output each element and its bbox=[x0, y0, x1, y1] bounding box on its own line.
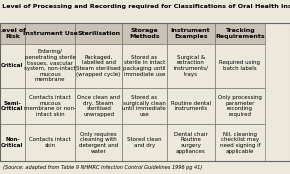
Bar bbox=[75, 88, 122, 124]
Text: Non-
Critical: Non- Critical bbox=[1, 137, 23, 148]
Bar bbox=[167, 88, 215, 124]
Bar bbox=[0, 88, 25, 124]
Text: Level of
Risk: Level of Risk bbox=[0, 28, 26, 39]
Bar bbox=[122, 23, 167, 44]
Bar bbox=[215, 88, 265, 124]
Text: Stored as
surgically clean
until immediate
use: Stored as surgically clean until immedia… bbox=[122, 95, 166, 117]
Text: Table 3.1: Level of Processing and Recording required for Classifications of Ora: Table 3.1: Level of Processing and Recor… bbox=[0, 4, 290, 9]
Text: Storage
Methods: Storage Methods bbox=[129, 28, 160, 39]
Bar bbox=[215, 44, 265, 88]
Text: Dental chair
Routine
surgery
appliances: Dental chair Routine surgery appliances bbox=[174, 132, 208, 154]
Bar bbox=[0, 124, 25, 161]
Text: Contacts intact
mucous
membrane or non-
intact skin: Contacts intact mucous membrane or non- … bbox=[24, 95, 76, 117]
Text: Only requires
cleaning with
detergent and
water: Only requires cleaning with detergent an… bbox=[79, 132, 118, 154]
Bar bbox=[75, 23, 122, 44]
Bar bbox=[25, 23, 75, 44]
Bar bbox=[167, 23, 215, 44]
Text: Surgical &
extraction
instruments/
trays: Surgical & extraction instruments/ trays bbox=[173, 55, 208, 77]
Text: Stored as
sterile in intact
packaging until
immediate use: Stored as sterile in intact packaging un… bbox=[123, 55, 166, 77]
Text: Instrument
Examples: Instrument Examples bbox=[171, 28, 211, 39]
Text: Packaged,
labelled and
Steam sterilised
(wrapped cycle): Packaged, labelled and Steam sterilised … bbox=[76, 55, 121, 77]
Bar bbox=[167, 44, 215, 88]
Bar bbox=[167, 124, 215, 161]
Text: Tracking
Requirements: Tracking Requirements bbox=[215, 28, 265, 39]
Bar bbox=[122, 88, 167, 124]
Text: (Source: adapted from Table 9 NHMRC Infection Control Guidelines 1996 pg 41): (Source: adapted from Table 9 NHMRC Infe… bbox=[3, 165, 202, 170]
Text: Stored clean
and dry: Stored clean and dry bbox=[127, 137, 162, 148]
Text: Critical: Critical bbox=[1, 63, 23, 68]
Bar bbox=[75, 124, 122, 161]
Bar bbox=[25, 124, 75, 161]
Text: Instrument Use: Instrument Use bbox=[23, 31, 77, 36]
Text: Sterilisation: Sterilisation bbox=[77, 31, 120, 36]
Text: Semi-
Critical: Semi- Critical bbox=[1, 101, 23, 111]
Bar bbox=[215, 23, 265, 44]
Bar bbox=[122, 44, 167, 88]
Text: Once clean and
dry, Steam
sterilised
unwrapped: Once clean and dry, Steam sterilised unw… bbox=[77, 95, 120, 117]
Bar bbox=[122, 124, 167, 161]
Bar bbox=[0, 23, 290, 161]
Text: Required using
batch labels: Required using batch labels bbox=[220, 60, 260, 71]
Text: Only processing
parameter
recording
required: Only processing parameter recording requ… bbox=[218, 95, 262, 117]
Bar bbox=[25, 44, 75, 88]
Bar bbox=[0, 44, 25, 88]
Text: Nil, cleaning
checklist may
need signing if
applicable: Nil, cleaning checklist may need signing… bbox=[220, 132, 260, 154]
Text: Routine dental
instruments: Routine dental instruments bbox=[171, 101, 211, 111]
Text: Contacts intact
skin: Contacts intact skin bbox=[29, 137, 71, 148]
Bar bbox=[75, 44, 122, 88]
Bar bbox=[0, 23, 25, 44]
Text: Entering/
penetrating sterile
tissues, vascular
system, non-intact
mucous
membra: Entering/ penetrating sterile tissues, v… bbox=[24, 49, 76, 82]
Bar bbox=[215, 124, 265, 161]
Bar bbox=[25, 88, 75, 124]
